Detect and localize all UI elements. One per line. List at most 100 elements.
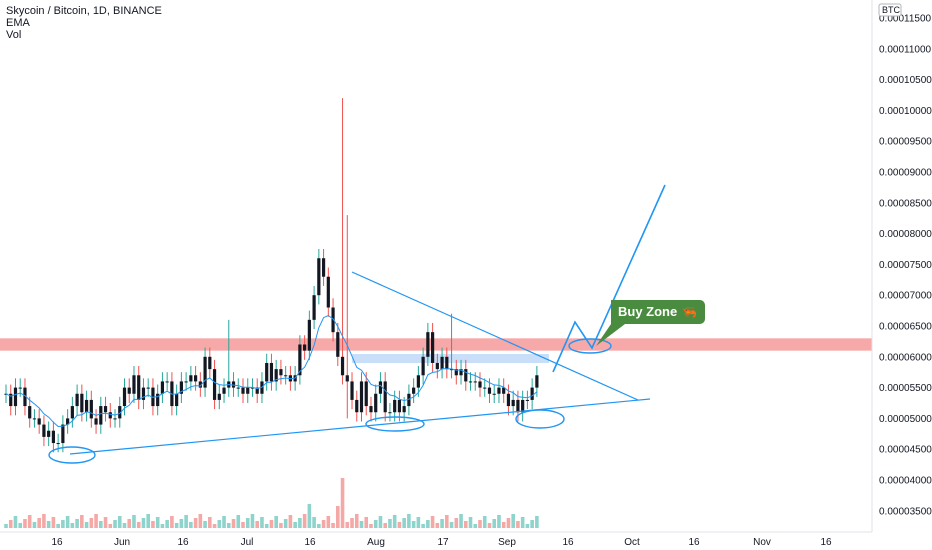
candle-body [236,387,240,389]
candle-body [75,393,79,407]
volume-bar [430,516,435,528]
volume-bar [65,516,70,528]
vol-legend[interactable]: Vol [6,29,22,41]
volume-bar [18,523,23,528]
volume-bar [208,517,212,528]
candle-body [118,406,122,419]
ema-legend[interactable]: EMA [6,17,30,29]
candle-body [298,344,302,376]
volume-bar [222,516,226,528]
candle-body [255,387,259,394]
volume-bar [435,523,440,528]
candle-body [212,369,217,400]
volume-bar [535,516,539,528]
candle-body [416,375,420,388]
volume-bar [32,522,37,528]
candle-body [13,387,18,407]
candle-body [80,393,84,413]
volume-bar [193,518,198,528]
callout-bubble [596,300,705,346]
candle-body [113,418,117,420]
x-tick-label: Sep [498,537,516,548]
candle-body [525,399,529,401]
volume-bar [487,523,492,528]
volume-bar [463,521,468,528]
buy-zone-label: Buy Zone [618,304,677,319]
volume-bar [250,514,255,528]
candle-body [383,381,387,413]
volume-bar [397,522,402,528]
x-tick-label: Oct [624,537,640,548]
volume-bar [274,516,278,528]
candle-body [132,375,136,394]
currency-badge [878,3,902,17]
volume-bar [473,524,478,528]
candle-body [28,406,32,419]
volume-bar [108,524,113,528]
candle-body [198,381,202,388]
currency-badge-text: BTC [882,5,901,15]
x-tick-label: Aug [367,537,385,548]
candle-body [18,387,22,389]
candle-body [175,393,179,407]
volume-bar [283,519,288,528]
candle-body [274,369,278,382]
candle-body [51,430,55,444]
volume-bar [317,524,321,528]
volume-bar [373,520,378,528]
volume-bar [13,516,18,528]
candle-body [502,387,506,394]
volume-bar [99,521,103,528]
candle-body [246,387,250,394]
volume-bar [288,515,293,528]
candle-body [66,418,70,425]
volume-bar [89,518,94,528]
support-box [352,354,549,363]
volume-bar [203,521,207,528]
time-axis[interactable]: 16 Jun 16 Jul 16 Aug 17 Sep 16 Oct 16 Nov 16 [0,531,872,548]
volume-bar [174,523,179,528]
candle-body [208,356,212,370]
candle-body [160,381,165,394]
volume-bar [378,516,383,528]
bottom-ellipse-3 [515,409,565,429]
volume-bar [506,518,511,528]
candle-body [156,393,160,407]
volume-bar [402,518,406,528]
candle-body [407,393,411,407]
price-axis[interactable]: 0.00011500 0.00011000 0.00010500 0.00010000… [871,0,932,532]
symbol-title[interactable]: Skycoin / Bitcoin, 1D, BINANCE [6,5,162,17]
candle-body [454,369,458,376]
volume-bar [245,518,250,528]
volume-bar [241,522,245,528]
buy-zone-callout[interactable]: Buy Zone 🦐 [596,300,705,346]
volume-bar [80,515,84,528]
volume-bar [321,520,326,528]
candle-body [184,381,188,383]
volume-bar [255,521,260,528]
volume-bar [113,520,117,528]
candle-body [47,430,51,437]
y-tick-label: 0.00004000 [879,476,932,487]
candle-body [146,387,150,389]
x-tick-label: Jul [241,537,254,548]
volume-bar [165,520,169,528]
candle-body [9,393,13,407]
candle-body [374,393,378,413]
volume-bars [4,478,539,528]
x-tick-label: Jun [114,537,130,548]
support-trendline [69,398,651,455]
volume-bar [497,515,501,528]
volume-bar [27,515,32,528]
y-tick-label: 0.00011500 [879,14,932,25]
x-tick-label: 16 [562,537,574,548]
y-tick-label: 0.00010000 [879,106,932,117]
volume-bar [440,519,444,528]
volume-bar [212,524,217,528]
candle-body [84,399,89,413]
volume-bar [42,514,46,528]
candle-body [497,387,501,394]
volume-bar [117,516,122,528]
volume-bar [307,504,312,528]
